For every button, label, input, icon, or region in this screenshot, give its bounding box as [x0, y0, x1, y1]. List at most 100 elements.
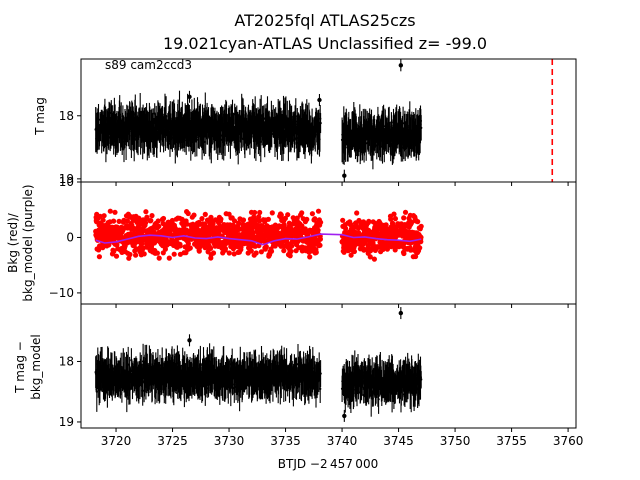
bkg-point: [111, 248, 117, 254]
bkg-point: [294, 215, 300, 221]
bkg-point: [367, 254, 373, 260]
bkg-point: [384, 246, 390, 252]
outlier-point: [317, 97, 322, 103]
bkg-point: [191, 212, 197, 218]
bkg-point: [348, 221, 354, 227]
bkg-point: [312, 216, 318, 222]
bkg-point: [231, 251, 237, 257]
bkg-point: [143, 209, 149, 215]
bkg-point: [343, 225, 349, 232]
data-point: [319, 121, 322, 125]
y-tick-label: 18: [59, 109, 74, 123]
bkg-point: [371, 256, 377, 262]
bkg-point: [141, 251, 147, 257]
bkg-point: [185, 210, 191, 217]
bkg-point: [133, 252, 139, 258]
data-point: [382, 125, 385, 128]
outlier-point: [398, 63, 404, 68]
bkg-point: [101, 213, 107, 219]
bkg-point: [208, 214, 214, 220]
bkg-model-line: [95, 233, 422, 246]
bkg-point: [285, 212, 291, 218]
bkg-point: [315, 208, 322, 214]
outlier-point: [187, 94, 192, 100]
bkg-point: [124, 218, 130, 224]
bkg-point: [307, 254, 313, 260]
x-tick-label: 3725: [157, 434, 188, 448]
bkg-point: [187, 245, 193, 251]
bkg-point: [304, 216, 310, 222]
panel-middle-background: −10 0 10: [49, 175, 577, 308]
data-point: [130, 359, 133, 362]
data-point: [95, 390, 99, 393]
y-tick-label: 19: [59, 172, 74, 186]
y-tick-label: 18: [59, 354, 74, 368]
bkg-point: [155, 218, 161, 224]
bkg-point: [143, 220, 149, 226]
data-point: [203, 140, 206, 144]
data-point: [141, 389, 144, 392]
bkg-point: [133, 246, 139, 252]
bkg-point: [366, 218, 372, 224]
panel-plot-area: [94, 307, 423, 422]
bkg-point: [248, 248, 254, 254]
data-point: [162, 135, 166, 139]
bkg-point: [202, 211, 208, 217]
bkg-point: [97, 213, 103, 219]
bkg-point: [372, 220, 378, 226]
bkg-point: [258, 249, 264, 255]
bkg-point: [199, 216, 205, 222]
bkg-point: [236, 220, 242, 226]
data-point: [195, 136, 198, 139]
bkg-point: [354, 210, 360, 216]
data-point: [401, 122, 405, 125]
bkg-point: [171, 251, 177, 257]
x-tick-label: 3720: [101, 434, 132, 448]
bkg-point: [106, 242, 112, 248]
bkg-point: [184, 221, 190, 227]
bkg-point: [160, 215, 167, 222]
bkg-point: [281, 248, 287, 254]
bkg-point: [392, 247, 398, 253]
chart-title-line1: AT2025fql ATLAS25czs: [234, 11, 415, 30]
bkg-point: [100, 217, 106, 223]
bkg-point: [348, 252, 354, 258]
bkg-point: [257, 209, 263, 216]
bkg-point: [256, 218, 263, 224]
outlier-point: [398, 310, 404, 316]
outlier-point: [187, 338, 192, 343]
bkg-point: [408, 219, 415, 225]
data-point: [420, 378, 423, 381]
bkg-point: [269, 210, 275, 216]
bkg-point: [100, 245, 106, 251]
bkg-point: [166, 255, 172, 261]
bkg-point: [218, 216, 224, 222]
y-tick-label: 0: [66, 230, 74, 244]
data-point: [204, 110, 207, 113]
data-point: [377, 398, 380, 401]
bkg-point: [401, 250, 407, 257]
bkg-point: [263, 244, 269, 250]
bkg-point: [149, 213, 155, 219]
y-tick-label: 19: [59, 415, 74, 429]
bkg-point: [112, 209, 118, 215]
bkg-point: [177, 243, 183, 249]
bkg-point: [148, 218, 154, 224]
bkg-point: [318, 219, 324, 225]
bkg-point: [226, 250, 232, 256]
bkg-point: [113, 253, 120, 259]
bkg-point: [268, 248, 275, 254]
bkg-point: [288, 248, 294, 254]
bkg-point: [340, 217, 346, 223]
bkg-point: [162, 246, 168, 252]
bkg-point: [196, 248, 202, 254]
bkg-point: [315, 227, 321, 233]
bkg-point: [309, 211, 315, 217]
data-point: [420, 126, 423, 130]
bkg-point: [383, 222, 389, 228]
bkg-point: [317, 236, 323, 242]
bkg-point: [351, 248, 357, 255]
panel-plot-area: [94, 59, 423, 182]
